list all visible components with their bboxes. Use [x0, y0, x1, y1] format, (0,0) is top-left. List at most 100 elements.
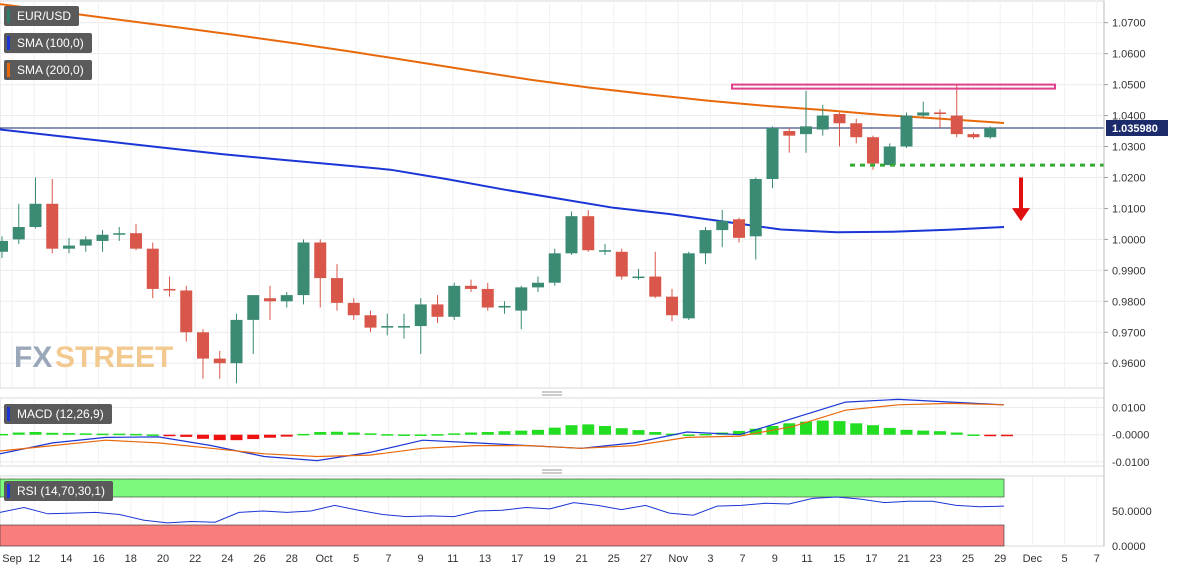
macd-histogram-bar	[29, 432, 42, 435]
candle-body	[950, 115, 963, 135]
candle-body	[297, 242, 310, 296]
legend-sma100[interactable]: SMA (100,0)	[4, 33, 92, 53]
macd-histogram-bar	[850, 423, 863, 435]
time-tick-label: Oct	[315, 553, 332, 565]
candle-body	[163, 288, 176, 291]
candle-body	[398, 326, 410, 328]
macd-histogram-bar	[331, 431, 343, 435]
time-tick-label: 17	[511, 553, 523, 565]
candle-body	[682, 253, 695, 319]
rsi-resize-handle[interactable]	[542, 469, 562, 474]
candle-body	[582, 216, 595, 251]
time-tick-label: 25	[962, 553, 974, 565]
candle-body	[766, 127, 779, 180]
candle-body	[649, 276, 662, 297]
macd-histogram-bar	[900, 429, 913, 435]
candle-body	[699, 230, 712, 254]
price-tick-label: 0.9900	[1112, 265, 1146, 277]
time-tick-label: 22	[189, 553, 201, 565]
macd-histogram-bar	[783, 423, 796, 435]
legend-rsi[interactable]: RSI (14,70,30,1)	[4, 481, 114, 501]
macd-histogram-bar	[230, 434, 243, 441]
macd-tick-label: 0.0100	[1112, 403, 1146, 415]
macd-histogram-bar	[213, 434, 226, 441]
time-tick-label: 24	[221, 553, 233, 565]
macd-histogram-bar	[180, 434, 193, 437]
time-tick-label: Dec	[1023, 553, 1043, 565]
legend-macd-label: MACD (12,26,9)	[17, 407, 104, 421]
price-tick-label: 1.0000	[1112, 234, 1146, 246]
time-tick-label: 17	[865, 553, 877, 565]
rsi-overbought-band	[0, 478, 1005, 498]
candle-body	[314, 242, 327, 279]
macd-histogram-bar	[749, 428, 762, 435]
time-tick-label: 28	[286, 553, 298, 565]
macd-histogram-bar	[548, 427, 561, 435]
time-tick-label: 5	[1062, 553, 1068, 565]
macd-histogram-bar	[398, 434, 410, 436]
legend-eurusd-label: EUR/USD	[17, 9, 72, 23]
candle-body	[783, 131, 796, 136]
legend-sma100-swatch	[7, 36, 10, 50]
time-tick-label: 16	[92, 553, 104, 565]
rsi-line	[0, 496, 1005, 524]
macd-histogram-bar	[984, 434, 997, 437]
candle-body	[264, 298, 276, 302]
macd-histogram-bar	[733, 430, 745, 435]
rsi-tick-label: 50.0000	[1112, 506, 1152, 518]
macd-histogram-bar	[79, 433, 92, 435]
candle-body	[481, 288, 494, 308]
candle-body	[515, 287, 528, 311]
macd-resize-handle[interactable]	[542, 391, 562, 396]
candle-body	[716, 220, 729, 231]
macd-histogram-bar	[197, 434, 209, 439]
macd-histogram-bar	[314, 432, 327, 435]
candle-body	[833, 114, 846, 124]
sma200-line	[0, 3, 1005, 124]
candle-body	[331, 278, 343, 303]
macd-tick-label: -0.0000	[1112, 430, 1149, 442]
price-tick-label: 0.9800	[1112, 296, 1146, 308]
watermark-street: STREET	[55, 341, 173, 374]
rsi-tick-label: 0.0000	[1112, 541, 1146, 553]
macd-histogram-bar	[833, 421, 846, 435]
candle-body	[230, 319, 243, 364]
candle-body	[900, 115, 913, 147]
macd-histogram-bar	[615, 428, 628, 435]
legend-sma200[interactable]: SMA (200,0)	[4, 60, 92, 80]
candle-body	[29, 203, 42, 228]
candle-body	[816, 115, 829, 130]
time-tick-label: 9	[772, 553, 778, 565]
watermark-fx: FX	[14, 341, 52, 374]
legend-eurusd-swatch	[7, 9, 10, 23]
candle-body	[96, 234, 109, 241]
macd-histogram-bar	[532, 429, 544, 435]
candle-body	[532, 282, 544, 288]
macd-histogram-bar	[565, 425, 578, 435]
candle-body	[548, 253, 561, 283]
time-tick-label: 7	[740, 553, 746, 565]
candle-body	[381, 326, 394, 328]
bearish-arrow-head	[1012, 208, 1030, 222]
macd-histogram-bar	[113, 433, 126, 436]
candle-body	[213, 358, 226, 364]
time-tick-label: Nov	[668, 553, 688, 565]
time-tick-label: 20	[157, 553, 169, 565]
candle-body	[733, 219, 745, 238]
legend-macd[interactable]: MACD (12,26,9)	[4, 404, 112, 424]
candle-body	[180, 290, 193, 333]
rsi-oversold-band	[0, 524, 1005, 547]
time-tick-label: 14	[60, 553, 72, 565]
macd-histogram-bar	[649, 432, 662, 435]
legend-eurusd[interactable]: EUR/USD	[4, 6, 80, 26]
macd-histogram-bar	[867, 425, 879, 435]
candle-body	[347, 302, 360, 316]
candle-body	[448, 285, 461, 317]
macd-histogram-bar	[0, 433, 8, 436]
time-tick-label: 21	[897, 553, 909, 565]
time-tick-label: 27	[640, 553, 652, 565]
price-tick-label: 1.0500	[1112, 80, 1146, 92]
time-tick-label: 23	[930, 553, 942, 565]
